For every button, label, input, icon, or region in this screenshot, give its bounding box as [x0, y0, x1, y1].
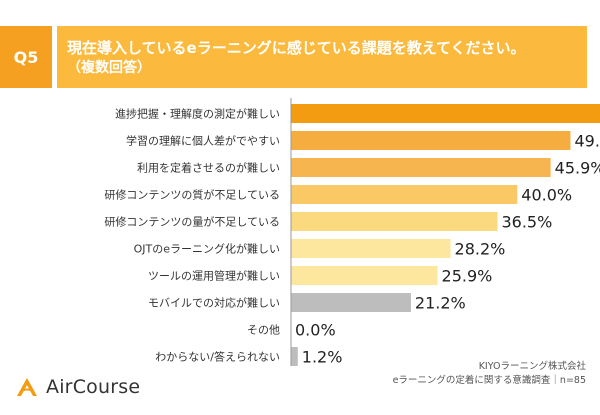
category-label: 研修コンテンツの量が不足している: [104, 215, 280, 229]
category-label: OJTのeラーニング化が難しい: [134, 242, 280, 256]
category-label: 利用を定着させるのが難しい: [137, 161, 280, 175]
value-label: 1.2%: [302, 348, 343, 367]
value-label: 25.9%: [442, 267, 493, 286]
category-label: わからない/答えられない: [155, 350, 280, 364]
bar: [291, 158, 551, 177]
value-label: 0.0%: [295, 321, 336, 340]
category-label: 学習の理解に個人差がでやすい: [126, 134, 280, 148]
question-title: 現在導入しているeラーニングに感じている課題を教えてください。: [67, 39, 526, 57]
value-label: 36.5%: [501, 213, 552, 232]
bar: [291, 185, 518, 204]
bar: [291, 266, 438, 285]
value-label: 28.2%: [455, 240, 506, 259]
logo-name: AirCourse: [46, 376, 141, 398]
category-label: モバイルでの対応が難しい: [148, 296, 280, 310]
category-label: 進捗把握・理解度の測定が難しい: [115, 107, 280, 121]
category-label: その他: [247, 324, 280, 337]
aircourse-logo: AirCourse: [14, 370, 140, 404]
bar-chart: 進捗把握・理解度の測定が難しい57.6%学習の理解に個人差がでやすい49.4%利…: [104, 98, 600, 367]
question-subtitle: （複数回答）: [67, 60, 151, 76]
bar: [291, 239, 451, 258]
bar: [291, 293, 411, 312]
value-label: 21.2%: [415, 294, 466, 313]
survey-credit: KIYOラーニング株式会社 eラーニングの定着に関する意識調査｜n=85: [393, 360, 586, 388]
question-header: 現在導入しているeラーニングに感じている課題を教えてください。 （複数回答）: [57, 26, 587, 88]
bar: [291, 131, 571, 150]
category-label: 研修コンテンツの質が不足している: [104, 188, 280, 202]
bar: [291, 347, 298, 366]
bar: [291, 104, 600, 123]
value-label: 40.0%: [521, 186, 572, 205]
credit-survey: eラーニングの定着に関する意識調査｜n=85: [392, 375, 586, 386]
aircourse-logo-icon: [17, 378, 37, 396]
question-badge: Q5: [0, 26, 52, 88]
category-label: ツールの運用管理が難しい: [148, 269, 280, 283]
bar: [291, 212, 498, 231]
value-label: 49.4%: [574, 132, 600, 151]
credit-company: KIYOラーニング株式会社: [478, 361, 586, 372]
value-label: 45.9%: [555, 159, 600, 178]
